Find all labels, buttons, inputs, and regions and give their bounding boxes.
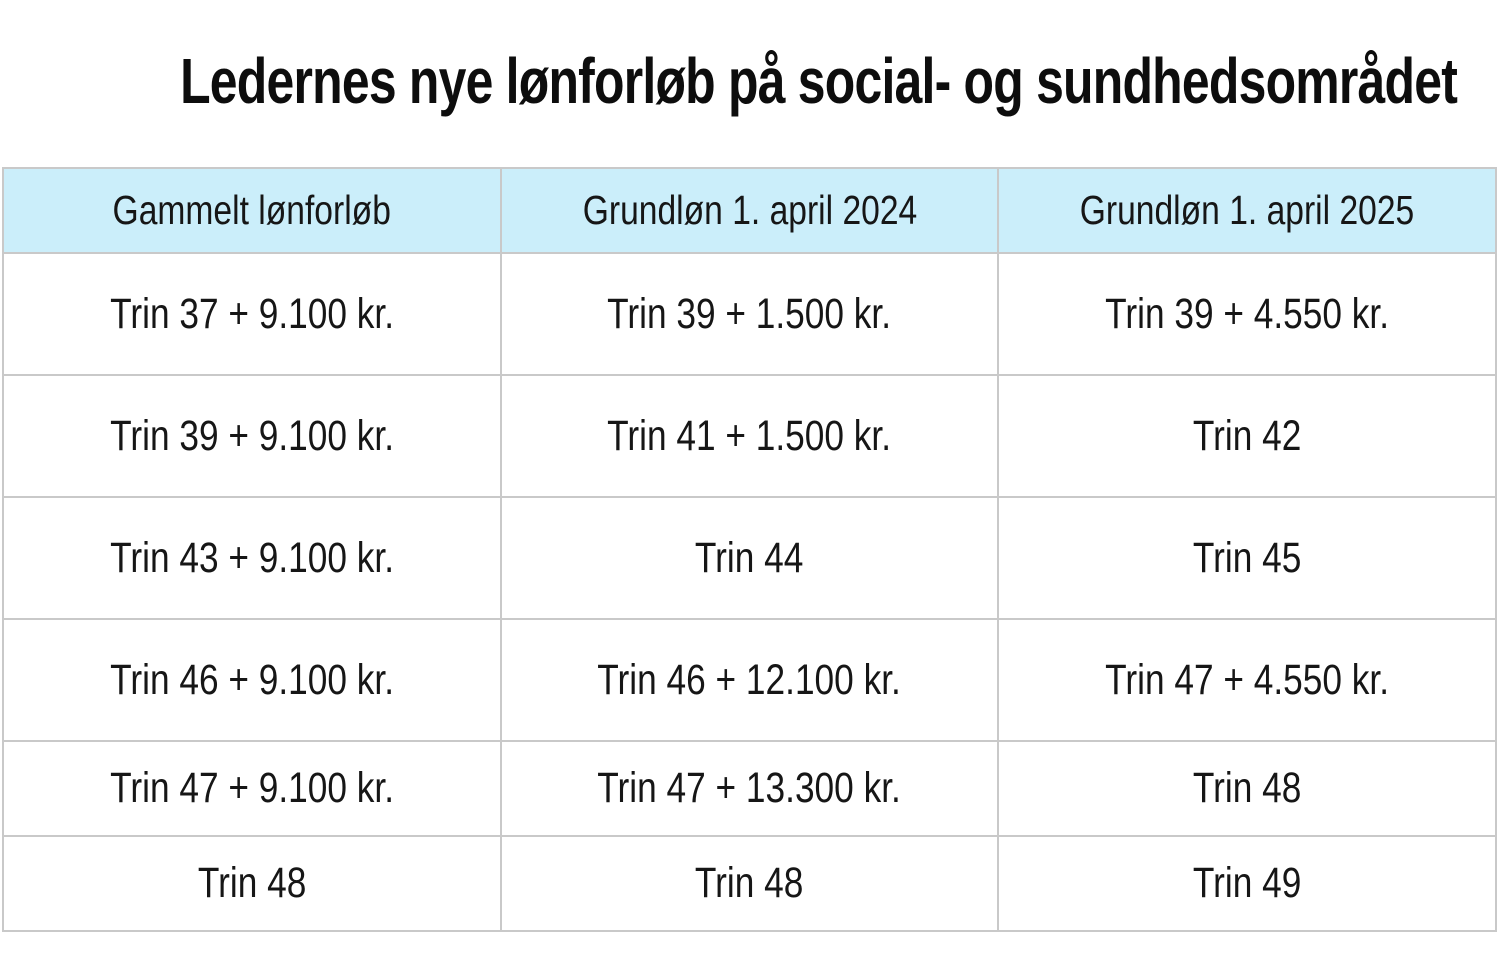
column-header-label: Grundløn 1. april 2024 [582,187,917,233]
table-cell: Trin 46 + 12.100 kr. [499,618,1000,742]
table-cell: Trin 39 + 4.550 kr. [997,252,1497,376]
table-cell: Trin 48 [997,740,1497,837]
column-header-old-progression: Gammelt lønforløb [2,167,502,254]
table-cell: Trin 49 [997,835,1497,932]
table-cell: Trin 39 + 1.500 kr. [499,252,1000,376]
column-header-base-pay-2025: Grundløn 1. april 2025 [997,167,1497,254]
table-cell: Trin 42 [997,374,1497,498]
table-cell: Trin 41 + 1.500 kr. [499,374,1000,498]
table-cell: Trin 45 [997,496,1497,620]
cell-text: Trin 47 + 13.300 kr. [597,764,902,812]
table-header-row: Gammelt lønforløb Grundløn 1. april 2024… [2,167,1497,254]
cell-text: Trin 41 + 1.500 kr. [607,411,892,460]
table-cell: Trin 47 + 9.100 kr. [2,740,502,837]
cell-text: Trin 48 [197,859,307,907]
table-row: Trin 37 + 9.100 kr. Trin 39 + 1.500 kr. … [2,252,1497,376]
table-cell: Trin 47 + 13.300 kr. [499,740,1000,837]
column-header-label: Gammelt lønforløb [112,187,391,233]
table-cell: Trin 44 [499,496,1000,620]
cell-text: Trin 48 [1192,764,1302,812]
cell-text: Trin 44 [695,533,804,582]
cell-text: Trin 48 [695,859,804,907]
page-title-text: Ledernes nye lønforløb på social- og sun… [180,45,1458,117]
table-cell: Trin 47 + 4.550 kr. [997,618,1497,742]
cell-text: Trin 39 + 4.550 kr. [1105,289,1390,338]
cell-text: Trin 45 [1192,533,1302,582]
cell-text: Trin 46 + 12.100 kr. [597,655,902,704]
table-row: Trin 47 + 9.100 kr. Trin 47 + 13.300 kr.… [2,740,1497,837]
table-row: Trin 39 + 9.100 kr. Trin 41 + 1.500 kr. … [2,374,1497,498]
table-row: Trin 46 + 9.100 kr. Trin 46 + 12.100 kr.… [2,618,1497,742]
cell-text: Trin 49 [1192,859,1302,907]
cell-text: Trin 47 + 4.550 kr. [1105,655,1390,704]
table-cell: Trin 43 + 9.100 kr. [2,496,502,620]
table-cell: Trin 48 [499,835,1000,932]
table-row: Trin 43 + 9.100 kr. Trin 44 Trin 45 [2,496,1497,620]
cell-text: Trin 39 + 1.500 kr. [607,289,892,338]
cell-text: Trin 37 + 9.100 kr. [109,289,394,338]
cell-text: Trin 42 [1192,411,1302,460]
cell-text: Trin 39 + 9.100 kr. [109,411,394,460]
table-cell: Trin 37 + 9.100 kr. [2,252,502,376]
table-cell: Trin 46 + 9.100 kr. [2,618,502,742]
column-header-base-pay-2024: Grundløn 1. april 2024 [499,167,1000,254]
salary-table: Gammelt lønforløb Grundløn 1. april 2024… [2,167,1497,932]
column-header-label: Grundløn 1. april 2025 [1079,187,1415,233]
page-title: Ledernes nye lønforløb på social- og sun… [0,44,1499,118]
cell-text: Trin 46 + 9.100 kr. [109,655,394,704]
table-row: Trin 48 Trin 48 Trin 49 [2,835,1497,932]
cell-text: Trin 43 + 9.100 kr. [109,533,394,582]
cell-text: Trin 47 + 9.100 kr. [109,764,394,812]
table-cell: Trin 48 [2,835,502,932]
table-cell: Trin 39 + 9.100 kr. [2,374,502,498]
